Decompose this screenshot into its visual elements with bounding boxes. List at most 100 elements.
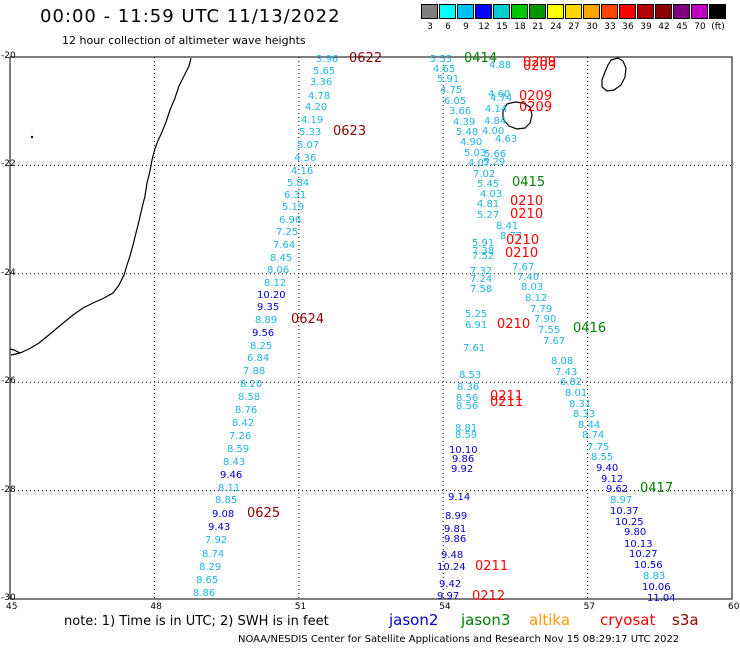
wave-height-value: 8.56 bbox=[456, 393, 478, 404]
wave-height-value: 8.44 bbox=[578, 420, 600, 431]
wave-height-value: 7.40 bbox=[517, 272, 539, 283]
color-scale-tick: 21 bbox=[532, 22, 544, 32]
wave-height-value: 5.33 bbox=[299, 127, 321, 138]
pass-time-label: 0210 bbox=[510, 207, 543, 222]
wave-height-value: 7.55 bbox=[538, 325, 560, 336]
longitude-label: 51 bbox=[294, 602, 307, 612]
wave-height-value: 10.20 bbox=[257, 290, 286, 301]
wave-height-value: 7.67 bbox=[512, 262, 534, 273]
color-scale-cell bbox=[421, 4, 438, 19]
wave-height-value: 5.65 bbox=[313, 66, 335, 77]
wave-height-value: 4.81 bbox=[477, 199, 499, 210]
wave-height-value: 9.42 bbox=[439, 579, 461, 590]
wave-height-value: 9.12 bbox=[601, 474, 623, 485]
latitude-label: -26 bbox=[1, 376, 16, 387]
wave-height-value: 5.03 bbox=[464, 148, 486, 159]
wave-height-value: 8.12 bbox=[264, 278, 286, 289]
wave-height-value: 7.61 bbox=[463, 343, 485, 354]
color-scale-bar bbox=[421, 4, 727, 20]
wave-height-value: 8.97 bbox=[610, 495, 632, 506]
satellite-legend-jason2: jason2 bbox=[389, 611, 439, 629]
color-scale-cell bbox=[475, 4, 492, 19]
color-scale-cell bbox=[601, 4, 618, 19]
wave-height-value: 8.55 bbox=[591, 452, 613, 463]
color-scale-tick: 45 bbox=[676, 22, 688, 32]
pass-time-label: 0210 bbox=[505, 246, 538, 261]
wave-height-value: 4.16 bbox=[291, 166, 313, 177]
latitude-label: -28 bbox=[1, 484, 16, 495]
pass-time-label: 0625 bbox=[247, 506, 280, 521]
wave-height-value: 10.24 bbox=[437, 562, 466, 573]
wave-height-value: 7.92 bbox=[205, 535, 227, 546]
color-scale-tick: (ft) bbox=[711, 22, 725, 32]
wave-height-value: 8.76 bbox=[235, 405, 257, 416]
pass-time-label: 0415 bbox=[512, 175, 545, 190]
pass-time-label: 0417 bbox=[640, 481, 673, 496]
wave-height-value: 8.25 bbox=[250, 341, 272, 352]
wave-height-value: 6.31 bbox=[284, 190, 306, 201]
wave-height-value: 4.14 bbox=[485, 104, 507, 115]
color-scale-cell bbox=[637, 4, 654, 19]
wave-height-labels: 3.965.653.36 4.784.20 4.195.33 5.07 4.36 4.16… bbox=[193, 54, 676, 604]
wave-height-value: 7.88 bbox=[243, 366, 265, 377]
wave-height-value: 8.29 bbox=[199, 562, 221, 573]
wave-height-value: 11.04 bbox=[647, 593, 676, 604]
wave-height-value: 9.86 bbox=[452, 454, 474, 465]
map-frame bbox=[9, 56, 733, 600]
map-grid bbox=[10, 57, 732, 599]
color-scale-tick: 12 bbox=[478, 22, 490, 32]
wave-height-value: 8.86 bbox=[193, 588, 215, 599]
longitude-label: 54 bbox=[439, 602, 451, 612]
wave-height-value: 7.64 bbox=[273, 240, 295, 251]
wave-height-value: 10.56 bbox=[634, 560, 663, 571]
color-scale-cell bbox=[457, 4, 474, 19]
wave-height-value: 9.86 bbox=[444, 534, 466, 545]
longitude-label: 57 bbox=[583, 602, 596, 612]
credit-line: NOAA/NESDIS Center for Satellite Applica… bbox=[238, 634, 680, 645]
wave-height-value: 8.89 bbox=[255, 315, 277, 326]
color-scale-tick: 9 bbox=[463, 22, 469, 32]
color-scale-cell bbox=[511, 4, 528, 19]
wave-height-value: 3.66 bbox=[449, 106, 471, 117]
wave-height-value: 7.32 bbox=[470, 266, 492, 277]
wave-height-value: 4.74 bbox=[490, 93, 512, 104]
wave-height-value: 4.07 bbox=[468, 158, 490, 169]
wave-height-value: 5.91 bbox=[437, 74, 459, 85]
color-scale-tick: 39 bbox=[640, 22, 652, 32]
wave-height-value: 6.84 bbox=[247, 353, 269, 364]
pass-time-label: 0209 bbox=[519, 100, 552, 115]
madagascar-coastline bbox=[10, 57, 192, 356]
wave-height-value: 7.67 bbox=[543, 336, 565, 347]
color-scale-cell bbox=[583, 4, 600, 19]
wave-height-value: 8.59 bbox=[455, 430, 477, 441]
wave-height-value: 8.33 bbox=[573, 409, 595, 420]
wave-height-value: 4.39 bbox=[453, 117, 475, 128]
mauritius-island bbox=[601, 57, 627, 92]
madagascar-coastline-tail bbox=[9, 348, 21, 354]
pass-time-label: 0623 bbox=[333, 124, 366, 139]
wave-height-value: 8.45 bbox=[270, 253, 292, 264]
wave-height-value: 4.84 bbox=[484, 116, 506, 127]
wave-height-value: 9.14 bbox=[448, 492, 470, 503]
wave-height-value: 6.05 bbox=[444, 96, 466, 107]
wave-height-value: 8.83 bbox=[643, 571, 665, 582]
latitude-label: -20 bbox=[1, 51, 16, 61]
pass-time-label: 0416 bbox=[573, 321, 606, 336]
wave-height-value: 7.52 bbox=[472, 251, 494, 262]
wave-height-value: 8.41 bbox=[496, 221, 518, 232]
wave-height-value: 3.96 bbox=[316, 54, 338, 65]
wave-height-value: 4.60 bbox=[488, 89, 510, 100]
wave-height-value: 8.03 bbox=[521, 282, 543, 293]
wave-height-value: 8.65 bbox=[196, 575, 218, 586]
color-scale-cell bbox=[493, 4, 510, 19]
wave-height-value: 5.91 bbox=[472, 238, 494, 249]
wave-height-value: 5.19 bbox=[282, 202, 304, 213]
wave-height-value: 5.48 bbox=[456, 127, 478, 138]
pass-time-label: 0211 bbox=[490, 395, 523, 410]
color-scale-tick: 36 bbox=[622, 22, 634, 32]
wave-height-value: 7.75 bbox=[587, 442, 609, 453]
pass-time-label: 0212 bbox=[472, 589, 505, 604]
wave-height-value: 9.46 bbox=[220, 470, 242, 481]
